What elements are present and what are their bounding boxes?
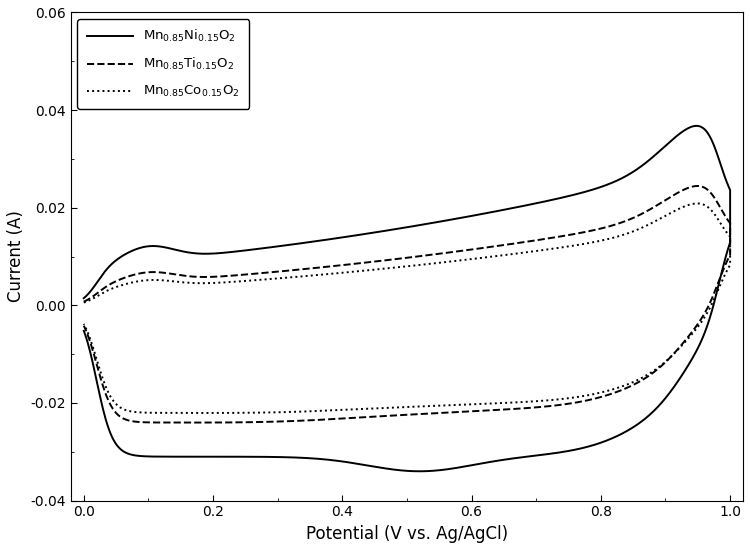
Mn$_{0.85}$Co$_{0.15}$O$_2$ [692, 200, 701, 207]
Mn$_{0.85}$Co$_{0.15}$O$_2$ [80, 321, 88, 327]
Mn$_{0.85}$Ti$_{0.15}$O$_2$ [693, 183, 702, 189]
Mn$_{0.85}$Ni$_{0.15}$O$_2$ [710, 297, 719, 304]
Mn$_{0.85}$Ni$_{0.15}$O$_2$ [80, 295, 88, 301]
Legend: Mn$_{0.85}$Ni$_{0.15}$O$_2$, Mn$_{0.85}$Ti$_{0.15}$O$_2$, Mn$_{0.85}$Co$_{0.15}$: Mn$_{0.85}$Ni$_{0.15}$O$_2$, Mn$_{0.85}$… [77, 19, 249, 108]
Mn$_{0.85}$Ni$_{0.15}$O$_2$ [310, 238, 320, 245]
Mn$_{0.85}$Co$_{0.15}$O$_2$ [202, 410, 211, 416]
Line: Mn$_{0.85}$Ti$_{0.15}$O$_2$: Mn$_{0.85}$Ti$_{0.15}$O$_2$ [84, 186, 730, 422]
Mn$_{0.85}$Ni$_{0.15}$O$_2$ [664, 140, 674, 146]
Mn$_{0.85}$Co$_{0.15}$O$_2$ [710, 294, 719, 301]
Mn$_{0.85}$Co$_{0.15}$O$_2$ [481, 400, 490, 407]
Mn$_{0.85}$Co$_{0.15}$O$_2$ [80, 299, 88, 306]
Mn$_{0.85}$Co$_{0.15}$O$_2$ [310, 272, 320, 278]
Line: Mn$_{0.85}$Co$_{0.15}$O$_2$: Mn$_{0.85}$Co$_{0.15}$O$_2$ [84, 204, 730, 413]
Mn$_{0.85}$Ni$_{0.15}$O$_2$ [481, 460, 490, 466]
Mn$_{0.85}$Ti$_{0.15}$O$_2$ [664, 195, 674, 201]
Line: Mn$_{0.85}$Ni$_{0.15}$O$_2$: Mn$_{0.85}$Ni$_{0.15}$O$_2$ [84, 126, 730, 471]
X-axis label: Potential (V vs. Ag/AgCl): Potential (V vs. Ag/AgCl) [306, 525, 508, 543]
Mn$_{0.85}$Co$_{0.15}$O$_2$ [664, 211, 674, 217]
Mn$_{0.85}$Ti$_{0.15}$O$_2$ [104, 282, 112, 289]
Mn$_{0.85}$Ti$_{0.15}$O$_2$ [188, 419, 196, 426]
Mn$_{0.85}$Ti$_{0.15}$O$_2$ [80, 298, 88, 305]
Mn$_{0.85}$Co$_{0.15}$O$_2$ [104, 287, 112, 294]
Mn$_{0.85}$Ni$_{0.15}$O$_2$ [80, 327, 88, 334]
Mn$_{0.85}$Ti$_{0.15}$O$_2$ [161, 419, 170, 426]
Mn$_{0.85}$Ni$_{0.15}$O$_2$ [161, 453, 170, 460]
Mn$_{0.85}$Ni$_{0.15}$O$_2$ [104, 265, 112, 271]
Mn$_{0.85}$Ti$_{0.15}$O$_2$ [310, 265, 320, 271]
Mn$_{0.85}$Ti$_{0.15}$O$_2$ [80, 322, 88, 329]
Mn$_{0.85}$Co$_{0.15}$O$_2$ [161, 410, 170, 416]
Mn$_{0.85}$Ni$_{0.15}$O$_2$ [692, 123, 700, 129]
Mn$_{0.85}$Ti$_{0.15}$O$_2$ [481, 407, 490, 414]
Y-axis label: Current (A): Current (A) [7, 211, 25, 302]
Mn$_{0.85}$Ti$_{0.15}$O$_2$ [710, 288, 719, 295]
Mn$_{0.85}$Ni$_{0.15}$O$_2$ [415, 468, 424, 475]
